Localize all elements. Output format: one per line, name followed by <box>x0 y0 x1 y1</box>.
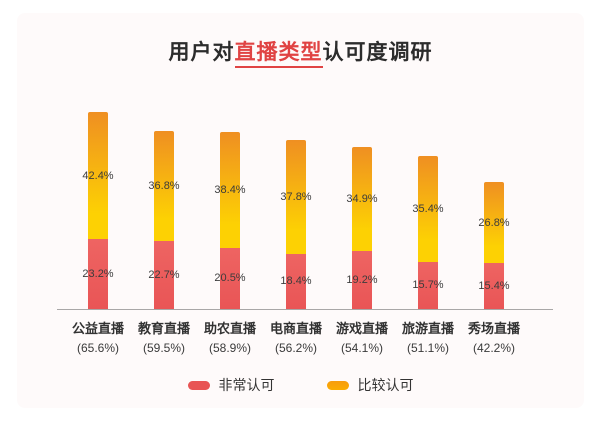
bar-column: 38.4% 20.5% <box>197 132 263 309</box>
segment-somewhat-approve: 34.9% <box>346 146 378 252</box>
stacked-bar: 26.8% 15.4% <box>478 182 510 309</box>
stacked-bar: 36.8% 22.7% <box>148 130 180 309</box>
segment-somewhat-approve: 26.8% <box>478 182 510 263</box>
segment-value-label: 35.4% <box>412 202 444 215</box>
bar-column: 34.9% 19.2% <box>329 146 395 309</box>
category-name: 电商直播 <box>269 321 322 336</box>
stacked-bar: 35.4% 15.7% <box>412 155 444 309</box>
category-total: (51.1%) <box>406 341 450 355</box>
category-total: (59.5%) <box>142 341 186 355</box>
segment-somewhat-approve: 36.8% <box>148 130 180 241</box>
category-label: 公益直播 (65.6%) <box>65 318 131 355</box>
category-name: 游戏直播 <box>335 321 388 336</box>
segment-somewhat-approve: 38.4% <box>214 132 246 248</box>
chart-card: 用户对直播类型认可度调研 42.4% 23.2% 36.8% 22.7% 38.4% 20… <box>17 13 584 408</box>
segment-strongly-approve: 20.5% <box>214 247 246 309</box>
legend-label-somewhat-approve: 比较认可 <box>357 377 414 393</box>
category-name: 教育直播 <box>137 321 190 336</box>
category-label: 游戏直播 (54.1%) <box>329 318 395 355</box>
legend-item-somewhat-approve: 比较认可 <box>326 375 414 395</box>
segment-value-label: 37.8% <box>280 191 312 204</box>
segment-value-label: 15.4% <box>478 279 510 292</box>
category-label: 助农直播 (58.9%) <box>197 318 263 355</box>
segment-value-label: 36.8% <box>148 179 180 192</box>
legend-swatch-yellow <box>326 380 349 390</box>
segment-strongly-approve: 23.2% <box>82 239 114 309</box>
bars-area: 42.4% 23.2% 36.8% 22.7% 38.4% 20.5% 37.8% 18.4%… <box>65 13 527 309</box>
segment-strongly-approve: 15.7% <box>412 261 444 309</box>
category-total: (54.1%) <box>340 341 384 355</box>
title-suffix: 认可度调研 <box>322 41 433 64</box>
segment-strongly-approve: 18.4% <box>280 253 312 309</box>
category-label: 教育直播 (59.5%) <box>131 318 197 355</box>
segment-somewhat-approve: 35.4% <box>412 155 444 262</box>
segment-somewhat-approve: 42.4% <box>82 112 114 240</box>
segment-value-label: 23.2% <box>82 268 114 281</box>
segment-value-label: 38.4% <box>214 183 246 196</box>
bar-column: 37.8% 18.4% <box>263 140 329 309</box>
category-total: (42.2%) <box>472 341 516 355</box>
segment-somewhat-approve: 37.8% <box>280 140 312 254</box>
segment-value-label: 26.8% <box>478 216 510 229</box>
bar-column: 35.4% 15.7% <box>395 155 461 309</box>
segment-value-label: 42.4% <box>82 169 114 182</box>
segment-value-label: 22.7% <box>148 268 180 281</box>
segment-value-label: 34.9% <box>346 193 378 206</box>
segment-value-label: 20.5% <box>214 272 246 285</box>
legend: 非常认可 比较认可 <box>17 375 584 395</box>
stacked-bar: 38.4% 20.5% <box>214 132 246 309</box>
stacked-bar: 34.9% 19.2% <box>346 146 378 309</box>
category-name: 公益直播 <box>71 321 124 336</box>
category-labels: 公益直播 (65.6%) 教育直播 (59.5%) 助农直播 (58.9%) 电商直播 (56… <box>65 318 527 355</box>
stacked-bar: 37.8% 18.4% <box>280 140 312 309</box>
segment-value-label: 19.2% <box>346 274 378 287</box>
x-axis-line <box>57 309 553 310</box>
category-label: 电商直播 (56.2%) <box>263 318 329 355</box>
title-highlight: 直播类型 <box>234 41 323 68</box>
bar-column: 42.4% 23.2% <box>65 112 131 309</box>
segment-value-label: 15.7% <box>412 279 444 292</box>
bar-column: 26.8% 15.4% <box>461 182 527 309</box>
segment-strongly-approve: 22.7% <box>148 240 180 309</box>
legend-swatch-red <box>187 380 210 390</box>
category-total: (58.9%) <box>208 341 252 355</box>
category-total: (56.2%) <box>274 341 318 355</box>
category-total: (65.6%) <box>76 341 120 355</box>
segment-strongly-approve: 15.4% <box>478 262 510 309</box>
title-prefix: 用户对 <box>168 41 235 64</box>
bar-column: 36.8% 22.7% <box>131 130 197 309</box>
segment-value-label: 18.4% <box>280 275 312 288</box>
category-label: 旅游直播 (51.1%) <box>395 318 461 355</box>
category-name: 助农直播 <box>203 321 256 336</box>
category-name: 秀场直播 <box>467 321 520 336</box>
category-label: 秀场直播 (42.2%) <box>461 318 527 355</box>
stacked-bar: 42.4% 23.2% <box>82 112 114 309</box>
segment-strongly-approve: 19.2% <box>346 251 378 309</box>
legend-label-strongly-approve: 非常认可 <box>218 377 275 393</box>
chart-title: 用户对直播类型认可度调研 <box>17 41 584 68</box>
legend-item-strongly-approve: 非常认可 <box>187 375 275 395</box>
category-name: 旅游直播 <box>401 321 454 336</box>
